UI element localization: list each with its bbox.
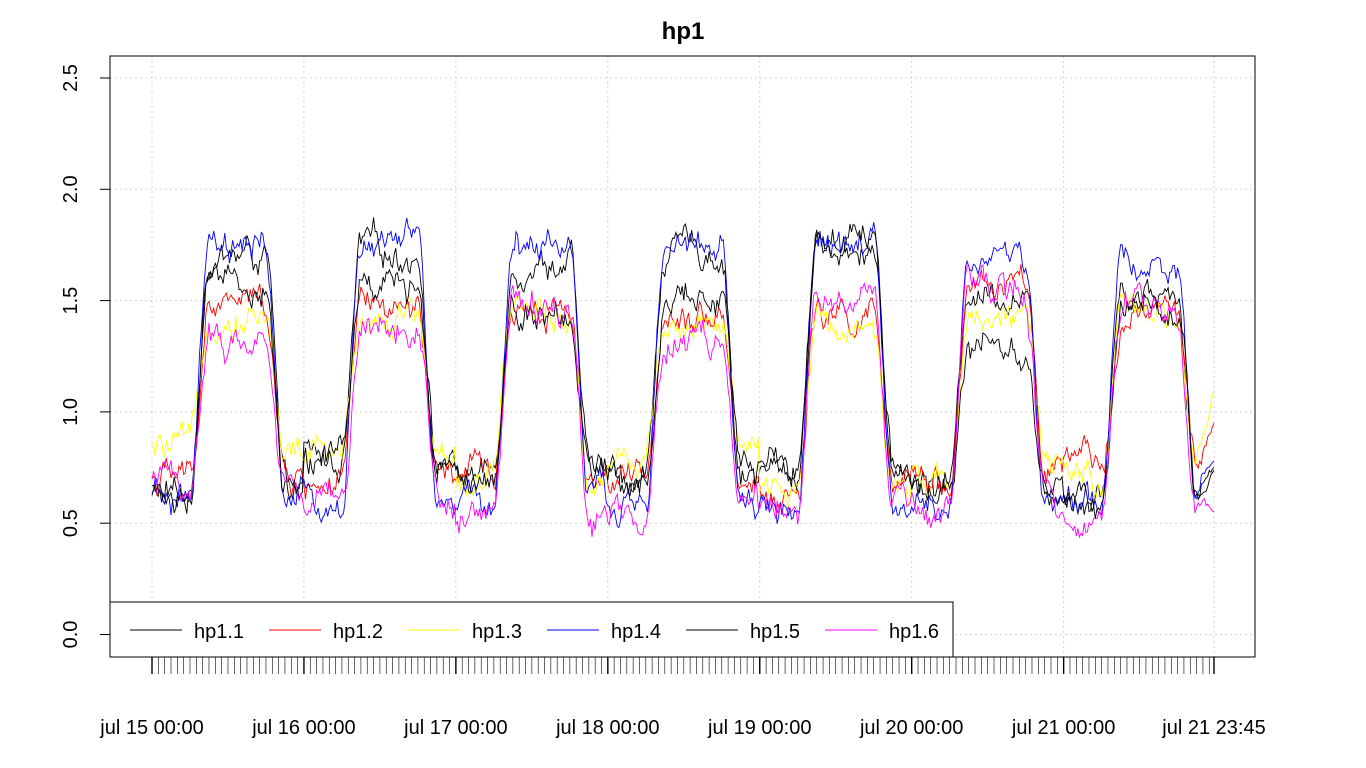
series-line-hp1-2: [151, 264, 1215, 514]
y-tick-label: 1.0: [60, 398, 82, 426]
y-tick-label: 2.5: [60, 64, 82, 92]
legend-label: hp1.5: [750, 621, 800, 643]
series-layer: [151, 217, 1215, 539]
y-tick-label: 0.5: [60, 509, 82, 537]
series-line-hp1-6: [151, 264, 1215, 539]
legend-label: hp1.1: [194, 621, 244, 643]
legend-label: hp1.6: [889, 621, 939, 643]
series-line-hp1-1: [151, 217, 1215, 515]
series-line-hp1-3: [151, 292, 1215, 509]
x-tick-label: jul 18 00:00: [555, 717, 659, 739]
legend-label: hp1.4: [611, 621, 661, 643]
y-tick-label: 1.5: [60, 287, 82, 315]
series-line-hp1-5: [151, 223, 1215, 519]
legend-box: [109, 601, 954, 658]
x-tick-label: jul 15 00:00: [99, 717, 203, 739]
chart-title: hp1: [662, 18, 705, 45]
x-tick-label: jul 19 00:00: [707, 717, 811, 739]
plot-frame: [109, 55, 1256, 658]
y-tick-label: 2.0: [60, 175, 82, 203]
series-line-hp1-4: [151, 217, 1215, 529]
x-tick-label: jul 21 23:45: [1161, 717, 1265, 739]
legend: hp1.1 hp1.2 hp1.3 hp1.4 hp1.5 hp1.6: [109, 601, 954, 658]
y-tick-label: 0.0: [60, 621, 82, 649]
legend-label: hp1.2: [333, 621, 383, 643]
x-tick-label: jul 20 00:00: [859, 717, 963, 739]
x-tick-label: jul 16 00:00: [251, 717, 355, 739]
y-axis: 0.0 0.5 1.0 1.5 2.0 2.5: [60, 64, 110, 648]
x-tick-label: jul 21 00:00: [1011, 717, 1115, 739]
x-tick-label: jul 17 00:00: [403, 717, 507, 739]
grid: [110, 56, 1255, 657]
x-axis: jul 15 00:00 jul 16 00:00 jul 17 00:00 jul …: [99, 657, 1266, 739]
legend-label: hp1.3: [472, 621, 522, 643]
